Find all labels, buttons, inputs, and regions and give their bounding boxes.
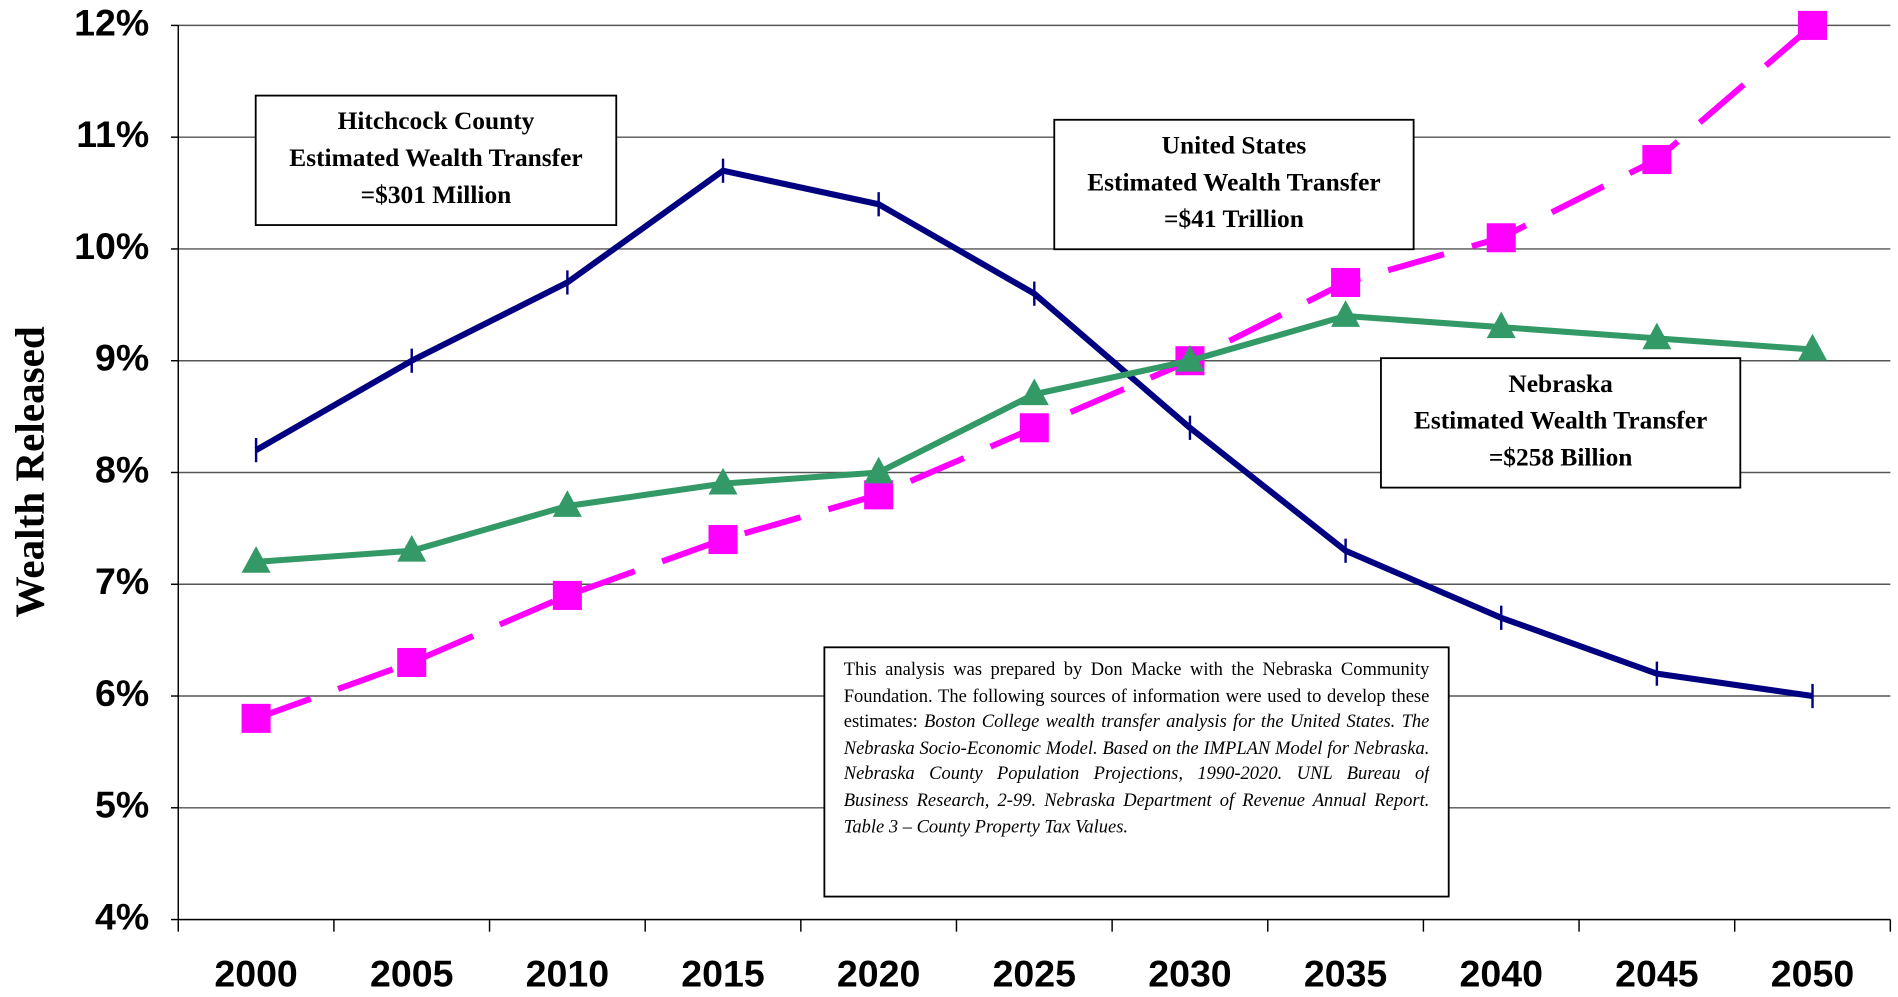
annotation-text: =$258 Billion (1489, 444, 1633, 472)
x-tick-label: 2040 (1460, 952, 1543, 994)
x-tick-label: 2000 (214, 952, 297, 994)
annotation-box (254, 94, 618, 226)
annotation-text: United States (1162, 131, 1307, 159)
marker (1642, 145, 1672, 175)
annotation-box (1380, 357, 1742, 489)
y-tick-label: 10% (74, 225, 149, 267)
y-tick-label: 6% (95, 672, 149, 714)
y-tick-label: 12% (74, 1, 149, 43)
note-text: This analysis was prepared by Don Macke … (844, 657, 1430, 840)
marker (1019, 378, 1049, 406)
annotation-text: Nebraska (1508, 370, 1613, 398)
x-tick-label: 2030 (1148, 952, 1231, 994)
marker (1331, 267, 1361, 297)
x-tick-label: 2045 (1615, 952, 1698, 994)
marker (864, 480, 894, 510)
marker (552, 580, 582, 610)
x-tick-label: 2005 (370, 952, 453, 994)
x-tick-label: 2010 (526, 952, 609, 994)
annotation-text: Estimated Wealth Transfer (1087, 168, 1380, 196)
marker (1642, 322, 1672, 350)
marker (1486, 311, 1516, 339)
x-tick-label: 2050 (1771, 952, 1854, 994)
marker (552, 490, 582, 517)
y-tick-label: 4% (95, 895, 149, 937)
y-tick-label: 5% (95, 784, 149, 826)
marker (1331, 300, 1361, 327)
annotation-text: =$301 Million (361, 181, 512, 209)
annotation-box (1053, 118, 1415, 251)
annotation-text: =$41 Trillion (1164, 205, 1304, 233)
y-tick-label: 11% (76, 113, 149, 155)
y-tick-label: 7% (95, 560, 149, 602)
y-tick-label: 8% (95, 448, 149, 490)
marker (1798, 333, 1828, 361)
marker (1175, 344, 1205, 372)
marker (241, 703, 271, 733)
annotation-text: Estimated Wealth Transfer (289, 144, 582, 172)
note-segment: This analysis was prepared by Don Macke … (843, 659, 1430, 733)
x-tick-label: 2020 (837, 952, 920, 994)
x-tick-label: 2025 (993, 952, 1076, 994)
y-axis-label: Wealth Released (7, 326, 53, 617)
marker (864, 456, 894, 484)
note: This analysis was prepared by Don Macke … (844, 657, 1430, 840)
note-segment: Boston College wealth transfer analysis … (843, 711, 1430, 837)
marker (1019, 413, 1049, 443)
marker (1486, 223, 1516, 253)
annotation-text: Hitchcock County (338, 107, 535, 135)
marker (397, 534, 427, 562)
marker (708, 525, 738, 555)
note-box (823, 646, 1450, 898)
marker (241, 546, 271, 573)
y-tick-label: 9% (95, 337, 149, 379)
marker (397, 647, 427, 678)
marker (1798, 10, 1828, 40)
x-tick-label: 2015 (681, 952, 764, 994)
x-tick-label: 2035 (1304, 952, 1387, 994)
annotation-text: Estimated Wealth Transfer (1414, 407, 1707, 435)
marker (708, 467, 738, 495)
